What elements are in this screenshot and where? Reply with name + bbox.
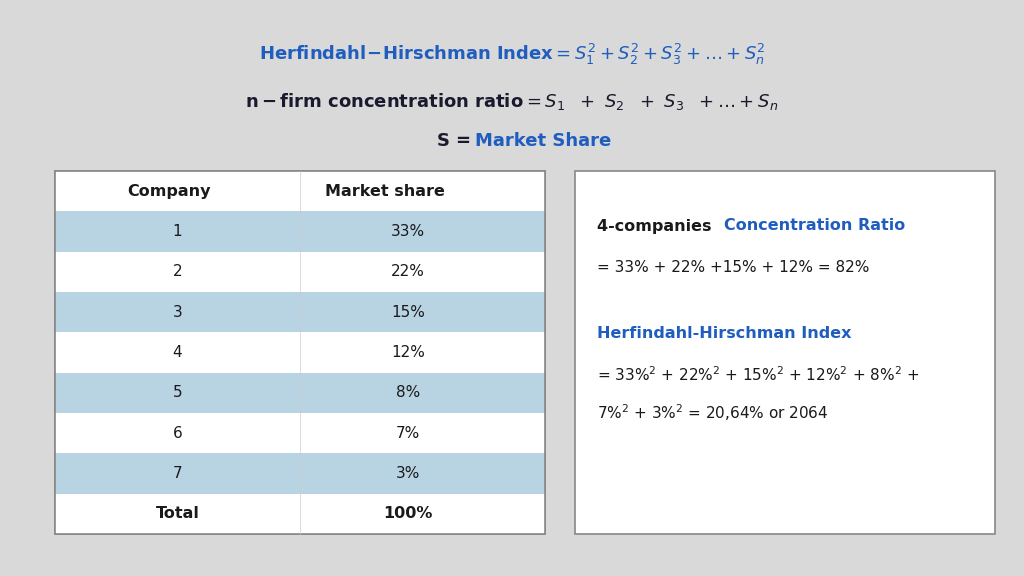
FancyBboxPatch shape	[55, 292, 545, 332]
FancyBboxPatch shape	[55, 373, 545, 413]
FancyBboxPatch shape	[55, 171, 545, 211]
Text: 15%: 15%	[391, 305, 425, 320]
Text: = 33% + 22% +15% + 12% = 82%: = 33% + 22% +15% + 12% = 82%	[597, 260, 869, 275]
Text: 3: 3	[173, 305, 182, 320]
Text: Concentration Ratio: Concentration Ratio	[724, 218, 905, 233]
Text: 12%: 12%	[391, 345, 425, 360]
Text: $\mathbf{n - firm\ concentration\ ratio} = S_1\ \ +\ S_2\ \ +\ S_3\ \ +\ldots +S: $\mathbf{n - firm\ concentration\ ratio}…	[246, 90, 778, 112]
Text: 22%: 22%	[391, 264, 425, 279]
Text: Company: Company	[127, 184, 211, 199]
Text: 3%: 3%	[395, 466, 420, 481]
Text: = 33%$^2$ + 22%$^2$ + 15%$^2$ + 12%$^2$ + 8%$^2$ +: = 33%$^2$ + 22%$^2$ + 15%$^2$ + 12%$^2$ …	[597, 366, 920, 384]
FancyBboxPatch shape	[55, 453, 545, 494]
Text: $\mathbf{S}$ =: $\mathbf{S}$ =	[435, 132, 470, 150]
FancyBboxPatch shape	[55, 211, 545, 252]
Text: 7: 7	[173, 466, 182, 481]
Text: 4: 4	[173, 345, 182, 360]
FancyBboxPatch shape	[55, 494, 545, 534]
Text: 4-companies: 4-companies	[597, 218, 717, 233]
Text: Market Share: Market Share	[475, 132, 611, 150]
Text: 7%$^2$ + 3%$^2$ = 20,64% or 2064: 7%$^2$ + 3%$^2$ = 20,64% or 2064	[597, 403, 828, 423]
Text: 1: 1	[173, 224, 182, 239]
FancyBboxPatch shape	[55, 252, 545, 292]
Text: Herfindahl-Hirschman Index: Herfindahl-Hirschman Index	[597, 325, 852, 340]
Text: 100%: 100%	[383, 506, 432, 521]
Text: Total: Total	[156, 506, 200, 521]
Text: 5: 5	[173, 385, 182, 400]
Text: $\mathbf{Herfindahl\!-\!Hirschman\ Index} = S_1^2 + S_2^2 + S_3^2 +\ldots +S_n^2: $\mathbf{Herfindahl\!-\!Hirschman\ Index…	[259, 41, 765, 67]
FancyBboxPatch shape	[575, 171, 995, 534]
Text: 7%: 7%	[395, 426, 420, 441]
FancyBboxPatch shape	[55, 413, 545, 453]
Text: Market share: Market share	[325, 184, 445, 199]
Text: 33%: 33%	[391, 224, 425, 239]
Text: 2: 2	[173, 264, 182, 279]
Text: 8%: 8%	[395, 385, 420, 400]
FancyBboxPatch shape	[55, 171, 545, 534]
Text: 6: 6	[173, 426, 182, 441]
FancyBboxPatch shape	[55, 332, 545, 373]
